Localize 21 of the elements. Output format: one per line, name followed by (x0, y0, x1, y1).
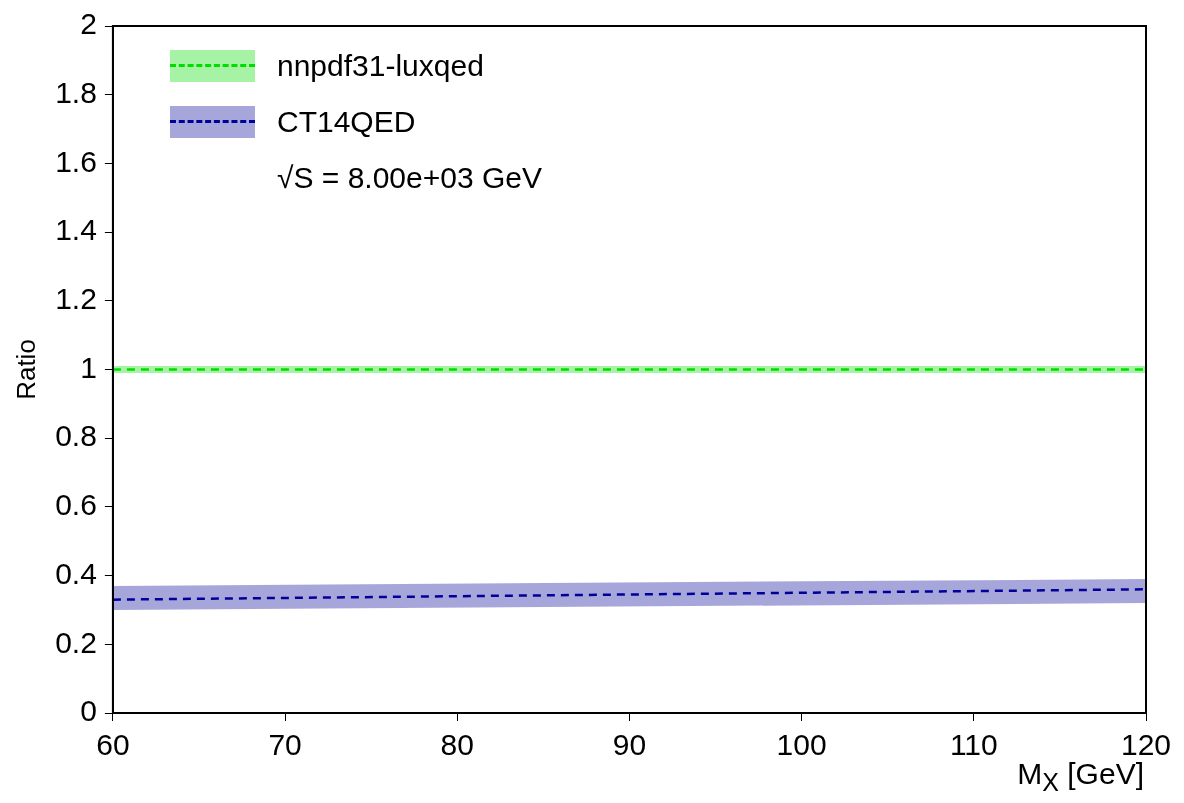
y-tick-label: 1.6 (55, 144, 97, 178)
x-tick-label: 80 (440, 728, 474, 762)
y-tick-label: 0.6 (55, 488, 97, 522)
legend-label: CT14QED (277, 105, 416, 138)
y-tick-label: 1.8 (55, 75, 97, 109)
y-tick-label: 0.8 (55, 419, 97, 453)
annotation: √S = 8.00e+03 GeV (277, 160, 542, 196)
y-tick-label: 1.4 (55, 213, 97, 247)
x-tick-label: 60 (96, 728, 130, 762)
x-tick-label: 110 (949, 728, 998, 762)
x-tick-label: 90 (612, 728, 647, 762)
y-tick-label: 0.2 (55, 625, 97, 659)
y-tick-label: 2 (80, 7, 97, 41)
y-tick-label: 0.4 (55, 556, 97, 590)
x-tick-label: 100 (776, 728, 827, 762)
legend-label: nnpdf31-luxqed (277, 49, 484, 82)
x-tick-label: 70 (268, 728, 302, 762)
y-tick-label: 1.2 (55, 282, 97, 316)
y-axis-title: Ratio (10, 339, 41, 400)
y-tick-label: 0 (80, 694, 97, 728)
y-tick-label: 1 (80, 350, 97, 384)
